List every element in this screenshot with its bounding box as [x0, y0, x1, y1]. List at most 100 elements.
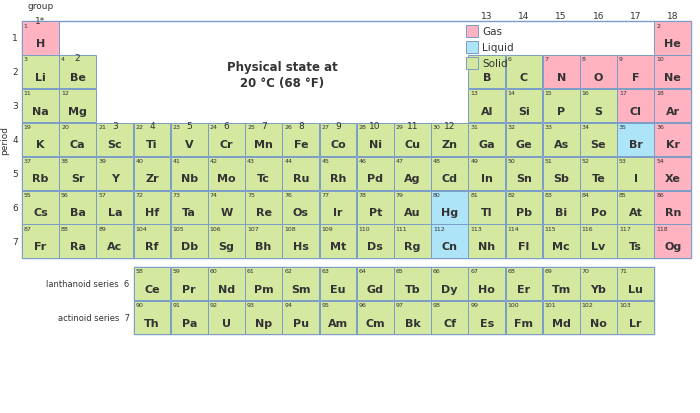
Text: 65: 65 — [395, 269, 403, 274]
Text: 27: 27 — [321, 125, 330, 130]
Bar — [97, 225, 133, 258]
Bar — [431, 301, 468, 335]
Text: 80: 80 — [433, 192, 441, 197]
Bar — [171, 225, 208, 258]
Text: Y: Y — [111, 174, 119, 184]
Text: 3: 3 — [24, 57, 28, 62]
Bar — [60, 56, 96, 89]
Bar — [580, 123, 617, 157]
Bar — [134, 123, 170, 157]
Text: Ti: Ti — [146, 140, 158, 150]
Text: 83: 83 — [545, 192, 552, 197]
Bar — [245, 267, 282, 301]
Bar — [468, 157, 505, 191]
Bar — [22, 225, 59, 258]
Text: Kr: Kr — [666, 140, 680, 150]
Bar — [282, 191, 319, 224]
Bar — [245, 225, 282, 258]
Bar — [580, 301, 617, 335]
Text: 13: 13 — [481, 12, 493, 21]
Text: 14: 14 — [518, 12, 530, 21]
Bar — [171, 157, 208, 191]
Bar — [60, 90, 96, 123]
Text: Po: Po — [591, 208, 606, 218]
Text: 38: 38 — [61, 159, 69, 164]
Bar — [320, 123, 356, 157]
Text: 106: 106 — [210, 226, 221, 231]
Bar — [320, 191, 356, 224]
Text: Physical state at
20 °C (68 °F): Physical state at 20 °C (68 °F) — [227, 62, 337, 89]
Text: Cd: Cd — [442, 174, 458, 184]
Text: Rn: Rn — [664, 208, 681, 218]
Text: S: S — [594, 106, 603, 116]
Text: 92: 92 — [210, 303, 218, 308]
Text: Pt: Pt — [368, 208, 382, 218]
Bar — [580, 225, 617, 258]
Bar — [208, 267, 245, 301]
Text: 74: 74 — [210, 192, 218, 197]
Text: 17: 17 — [619, 91, 627, 96]
Bar — [580, 267, 617, 301]
Text: 102: 102 — [582, 303, 594, 308]
Bar — [134, 301, 170, 335]
Text: Tc: Tc — [257, 174, 270, 184]
Text: Rg: Rg — [404, 242, 421, 252]
Text: 18: 18 — [656, 91, 664, 96]
Text: 104: 104 — [135, 226, 147, 231]
Text: Lv: Lv — [592, 242, 606, 252]
Bar — [654, 56, 691, 89]
Text: Li: Li — [35, 73, 46, 83]
Bar — [431, 157, 468, 191]
Text: 15: 15 — [555, 12, 567, 21]
Text: Ne: Ne — [664, 73, 681, 83]
Bar — [466, 58, 478, 70]
Text: Dy: Dy — [441, 284, 458, 294]
Bar — [431, 123, 468, 157]
Text: Se: Se — [591, 140, 606, 150]
Text: Pm: Pm — [254, 284, 274, 294]
Text: 36: 36 — [656, 125, 664, 130]
Bar — [357, 225, 393, 258]
Bar — [466, 26, 478, 38]
Text: 2: 2 — [656, 24, 660, 28]
Text: Bh: Bh — [256, 242, 272, 252]
Text: 40: 40 — [135, 159, 143, 164]
Text: 73: 73 — [173, 192, 181, 197]
Text: 12: 12 — [444, 121, 455, 131]
Text: 75: 75 — [247, 192, 255, 197]
Text: Cn: Cn — [442, 242, 458, 252]
Bar — [468, 191, 505, 224]
Bar — [394, 225, 430, 258]
Bar — [654, 157, 691, 191]
Text: 2: 2 — [13, 68, 18, 77]
Bar — [97, 191, 133, 224]
Text: I: I — [634, 174, 638, 184]
Text: Cf: Cf — [443, 318, 456, 328]
Text: 9: 9 — [335, 121, 341, 131]
Bar — [22, 191, 59, 224]
Text: Bk: Bk — [405, 318, 420, 328]
Text: 6: 6 — [13, 203, 18, 212]
Text: Zr: Zr — [145, 174, 159, 184]
Text: 3: 3 — [112, 121, 118, 131]
Text: 110: 110 — [358, 226, 370, 231]
Bar — [134, 191, 170, 224]
Text: 35: 35 — [619, 125, 627, 130]
Bar — [468, 301, 505, 335]
Bar — [617, 157, 654, 191]
Text: Sm: Sm — [291, 284, 311, 294]
Bar — [617, 56, 654, 89]
Text: 29: 29 — [395, 125, 404, 130]
Text: Hg: Hg — [441, 208, 458, 218]
Bar — [245, 301, 282, 335]
Text: 2: 2 — [75, 54, 80, 63]
Text: 76: 76 — [284, 192, 292, 197]
Text: 107: 107 — [247, 226, 259, 231]
Text: 72: 72 — [135, 192, 143, 197]
Bar — [60, 123, 96, 157]
Text: Yb: Yb — [591, 284, 606, 294]
Bar — [282, 123, 319, 157]
Bar — [542, 191, 580, 224]
Text: Mn: Mn — [254, 140, 273, 150]
Bar — [394, 157, 430, 191]
